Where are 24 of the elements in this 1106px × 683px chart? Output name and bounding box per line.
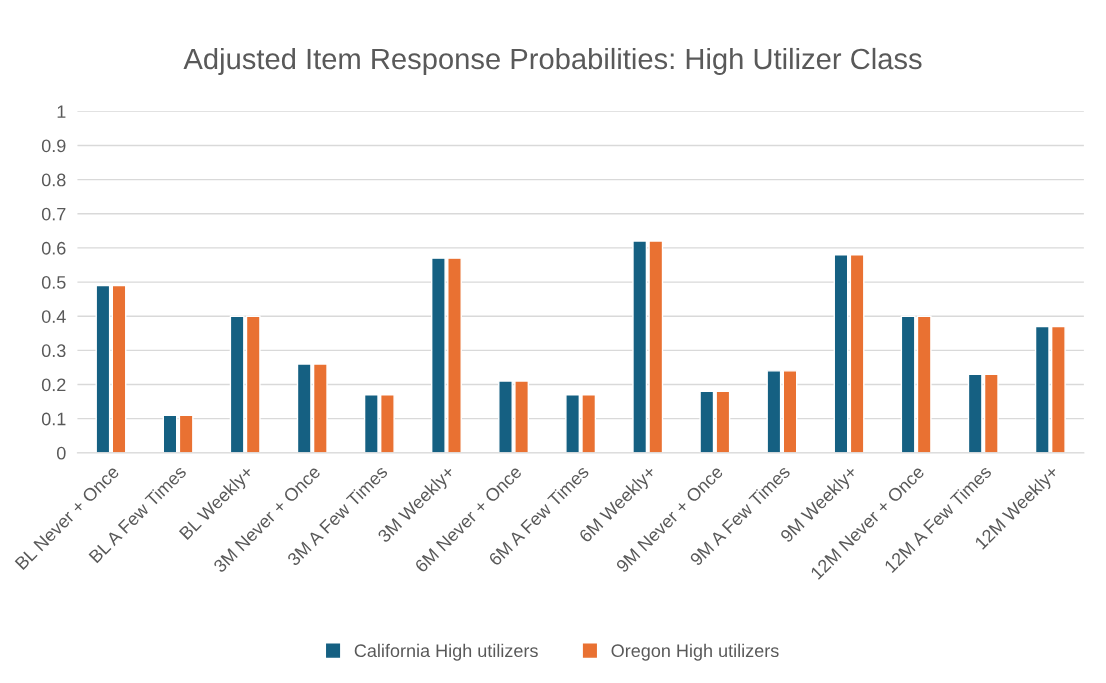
legend-label: Oregon High utilizers xyxy=(611,643,779,661)
y-tick-label: 0.8 xyxy=(41,173,66,187)
legend-label: California High utilizers xyxy=(354,643,538,661)
y-tick-label: 1 xyxy=(57,105,66,118)
bar xyxy=(833,254,849,453)
y-tick-label: 0.3 xyxy=(41,344,66,358)
bar xyxy=(111,284,127,453)
bar xyxy=(782,370,798,453)
y-tick-label: 0.6 xyxy=(41,241,66,255)
y-tick-label: 0 xyxy=(56,446,66,460)
bar xyxy=(916,315,932,453)
bar xyxy=(178,414,194,453)
y-tick-label: 0.7 xyxy=(41,207,66,221)
y-tick-label: 0.1 xyxy=(41,412,66,426)
y-tick-label: 0.4 xyxy=(41,310,66,323)
chart-title: Adjusted Item Response Probabilities: High Utilizer Class xyxy=(183,47,922,76)
y-tick-label: 0.5 xyxy=(41,276,66,289)
bar xyxy=(849,254,865,453)
bar xyxy=(95,284,111,453)
bar xyxy=(766,370,782,453)
bar xyxy=(162,414,178,453)
bar xyxy=(900,315,916,453)
y-tick-label: 0.2 xyxy=(41,378,66,392)
y-tick-label: 0.9 xyxy=(41,139,66,153)
